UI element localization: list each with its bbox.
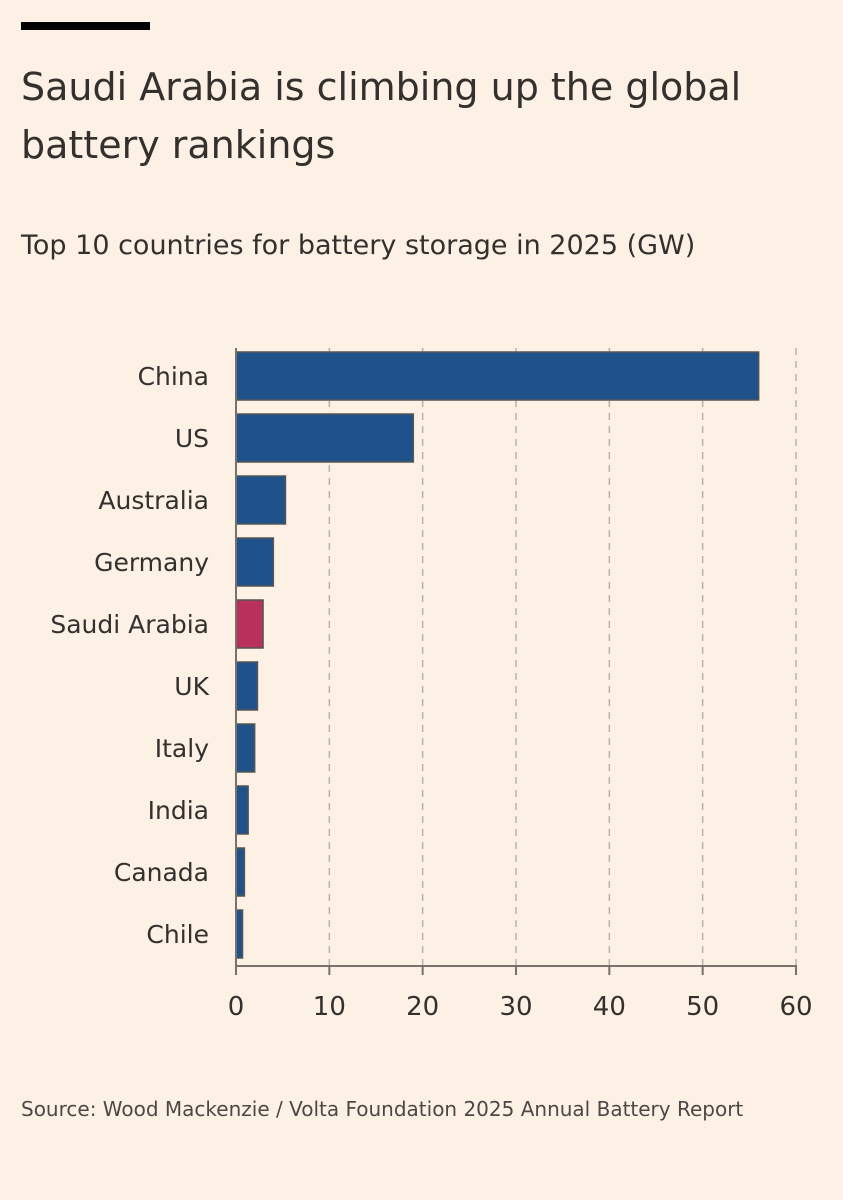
top-rule (21, 22, 150, 30)
bar-uk (235, 661, 259, 711)
category-label-china: China (138, 362, 209, 391)
x-tick-label-0: 0 (228, 992, 245, 1022)
category-label-germany: Germany (94, 548, 209, 577)
x-tick-label-50: 50 (686, 992, 719, 1022)
chart-title: Saudi Arabia is climbing up the global b… (21, 65, 742, 167)
category-label-saudi-arabia: Saudi Arabia (50, 610, 209, 639)
x-tick-label-30: 30 (499, 992, 532, 1022)
x-tick-label-60: 60 (779, 992, 812, 1022)
category-label-canada: Canada (114, 858, 209, 887)
category-label-india: India (148, 796, 209, 825)
bar-australia (235, 475, 287, 525)
category-label-uk: UK (174, 672, 209, 701)
bar-canada (235, 847, 246, 897)
bar-us (235, 413, 415, 463)
category-label-chile: Chile (146, 920, 209, 949)
x-tick-label-40: 40 (593, 992, 626, 1022)
chart-subtitle: Top 10 countries for battery storage in … (21, 230, 696, 261)
bar-china (235, 351, 760, 401)
bar-germany (235, 537, 275, 587)
bar-saudi-arabia (235, 599, 264, 649)
bar-india (235, 785, 249, 835)
source-note: Source: Wood Mackenzie / Volta Foundatio… (21, 1097, 744, 1121)
bar-chart: China US Australia Germany Saudi Arabia UK Ita… (50, 348, 813, 1022)
bar-italy (235, 723, 256, 773)
category-label-australia: Australia (98, 486, 209, 515)
x-tick-label-20: 20 (406, 992, 439, 1022)
x-tick-label-10: 10 (313, 992, 346, 1022)
category-label-italy: Italy (155, 734, 209, 763)
category-label-us: US (175, 424, 209, 453)
